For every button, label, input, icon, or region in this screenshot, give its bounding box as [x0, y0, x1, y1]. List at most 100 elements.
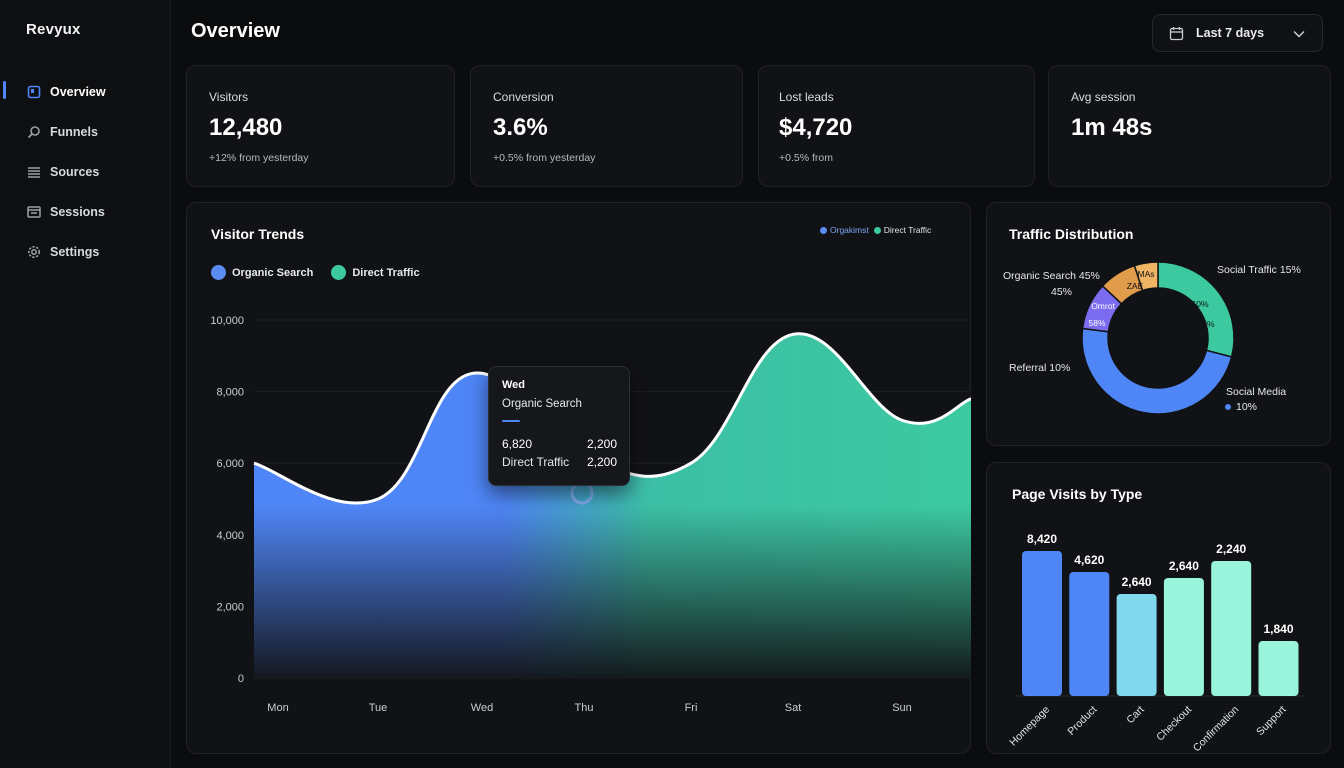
sidebar-item-label: Sources — [50, 165, 100, 179]
donut-inner-label: Omrot — [1091, 301, 1115, 311]
sessions-icon — [26, 204, 42, 220]
visitor-trends-chart: 0 2,000 4,000 6,000 8,000 10,000 Mon Tue Wed Thu… — [210, 315, 971, 714]
kpi-delta: +12% from yesterday — [209, 152, 309, 164]
mini-legend-label-direct: Direct Traffic — [883, 225, 932, 235]
bar[interactable] — [1258, 641, 1299, 696]
page-title: Overview — [191, 20, 280, 42]
sidebar-item-funnels[interactable]: Funnels — [0, 112, 171, 152]
sidebar-nav: Overview Funnels Sources Sessions Settin… — [0, 72, 171, 272]
bar-category-label: Confirmation — [1191, 704, 1242, 755]
donut-label-social-media: Social Media — [1226, 386, 1287, 398]
legend-swatch-social-media — [1225, 404, 1231, 410]
chart-tooltip: Wed Organic Search 6,820 2,200 Direct Tr… — [488, 366, 630, 486]
bar-category-label: Homepage — [1007, 704, 1052, 749]
sidebar-item-sources[interactable]: Sources — [0, 152, 171, 192]
date-range-label: Last 7 days — [1196, 26, 1265, 40]
date-range-dropdown[interactable]: Last 7 days — [1152, 14, 1323, 52]
bar[interactable] — [1022, 551, 1062, 696]
calendar-icon — [1169, 26, 1184, 41]
overview-icon — [26, 84, 42, 100]
trend-area-fade — [254, 333, 971, 678]
bar-category-label: Cart — [1124, 704, 1147, 727]
donut-inner-label: ZAE — [1127, 281, 1144, 291]
x-tick-label: Fri — [685, 702, 698, 714]
sidebar-item-label: Sessions — [50, 205, 105, 219]
sidebar-item-overview[interactable]: Overview — [0, 72, 171, 112]
bar-category-label: Product — [1065, 704, 1099, 738]
x-tick-label: Mon — [267, 702, 288, 714]
bar-value-label: 4,620 — [1074, 553, 1104, 567]
legend-swatch-direct — [331, 265, 347, 280]
kpi-delta: +0.5% from — [779, 152, 833, 164]
tooltip-day: Wed — [502, 379, 526, 391]
legend-label-organic: Organic Search — [232, 266, 314, 279]
bar[interactable] — [1069, 572, 1110, 696]
traffic-distribution-title: Traffic Distribution — [1009, 226, 1134, 242]
sidebar-item-settings[interactable]: Settings — [0, 232, 171, 272]
kpi-delta: +0.5% from yesterday — [493, 152, 596, 164]
sidebar-item-sessions[interactable]: Sessions — [0, 192, 171, 232]
bar-category-label: Checkout — [1154, 704, 1194, 744]
donut-label-social-traffic: Social Traffic 15% — [1217, 264, 1301, 276]
funnel-icon — [26, 124, 42, 140]
gear-icon — [26, 244, 42, 260]
kpi-card-lost-leads: Lost leads $4,720 +0.5% from — [758, 65, 1035, 187]
kpi-value: 1m 48s — [1071, 114, 1153, 141]
donut-label-social-media-pct: 10% — [1236, 401, 1258, 413]
y-tick-label: 0 — [238, 673, 244, 685]
y-tick-label: 2,000 — [216, 601, 244, 613]
donut-label-social-media-pct-row: 10% — [1225, 401, 1257, 413]
mini-legend-swatch-direct — [873, 226, 881, 234]
tooltip-value: 2,200 — [586, 437, 617, 451]
bar-category-label: Support — [1254, 704, 1289, 739]
tooltip-series-line — [502, 420, 520, 422]
tooltip-series: Organic Search — [502, 398, 582, 410]
mini-legend-swatch-organic — [820, 226, 827, 234]
kpi-value: 12,480 — [209, 114, 283, 141]
mini-legend-label-organic: Orgakimst — [830, 225, 869, 235]
x-tick-label: Sat — [785, 702, 802, 714]
chevron-down-icon — [1292, 27, 1306, 41]
sources-icon — [26, 164, 42, 180]
x-tick-label: Tue — [369, 702, 388, 714]
trends-mini-legend: Orgakimst Direct Traffic — [820, 225, 931, 235]
y-tick-label: 6,000 — [216, 458, 244, 470]
sidebar-item-label: Overview — [50, 85, 106, 99]
donut-inner-labels: 50% 15% Omrot 58% ZAE MAs — [1088, 269, 1214, 329]
donut-slice[interactable] — [1133, 261, 1159, 292]
page-visits-title: Page Visits by Type — [1012, 486, 1143, 502]
bar-value-label: 2,240 — [1216, 542, 1246, 556]
donut-inner-label: 15% — [1197, 319, 1214, 329]
kpi-label: Visitors — [209, 90, 249, 104]
bar-value-label: 8,420 — [1027, 532, 1057, 546]
kpi-value: $4,720 — [779, 114, 853, 141]
legend-label-direct: Direct Traffic — [352, 266, 420, 279]
bar-value-label: 2,640 — [1169, 559, 1199, 573]
x-tick-label: Wed — [471, 702, 493, 714]
trends-legend: Organic Search Direct Traffic — [211, 265, 420, 280]
donut-inner-label: MAs — [1138, 269, 1155, 279]
donut-inner-label: 58% — [1088, 318, 1105, 328]
y-tick-label: 4,000 — [216, 530, 244, 542]
bar[interactable] — [1211, 561, 1252, 696]
donut-label-organic-pct: 45% — [1051, 286, 1073, 298]
y-tick-label: 8,000 — [216, 387, 244, 399]
kpi-label: Conversion — [493, 90, 554, 104]
bar-value-label: 1,840 — [1263, 622, 1293, 636]
bar-value-label: 2,640 — [1122, 575, 1152, 589]
bar[interactable] — [1116, 594, 1157, 696]
sidebar: Revyux Overview Funnels Sources Sessions — [0, 0, 171, 768]
x-tick-label: Thu — [575, 702, 594, 714]
donut-slice[interactable] — [1157, 261, 1235, 358]
legend-swatch-organic — [211, 265, 226, 280]
traffic-donut-chart: 50% 15% Omrot 58% ZAE MAs — [1081, 261, 1235, 415]
tooltip-value: 2,200 — [586, 455, 617, 469]
bar[interactable] — [1163, 578, 1204, 696]
sidebar-item-label: Funnels — [50, 125, 98, 139]
tooltip-value: 6,820 — [502, 437, 533, 451]
kpi-value: 3.6% — [493, 114, 548, 141]
x-tick-label: Sun — [892, 702, 912, 714]
sidebar-item-label: Settings — [50, 245, 100, 259]
donut-slice[interactable] — [1081, 327, 1233, 415]
kpi-label: Lost leads — [779, 90, 834, 104]
